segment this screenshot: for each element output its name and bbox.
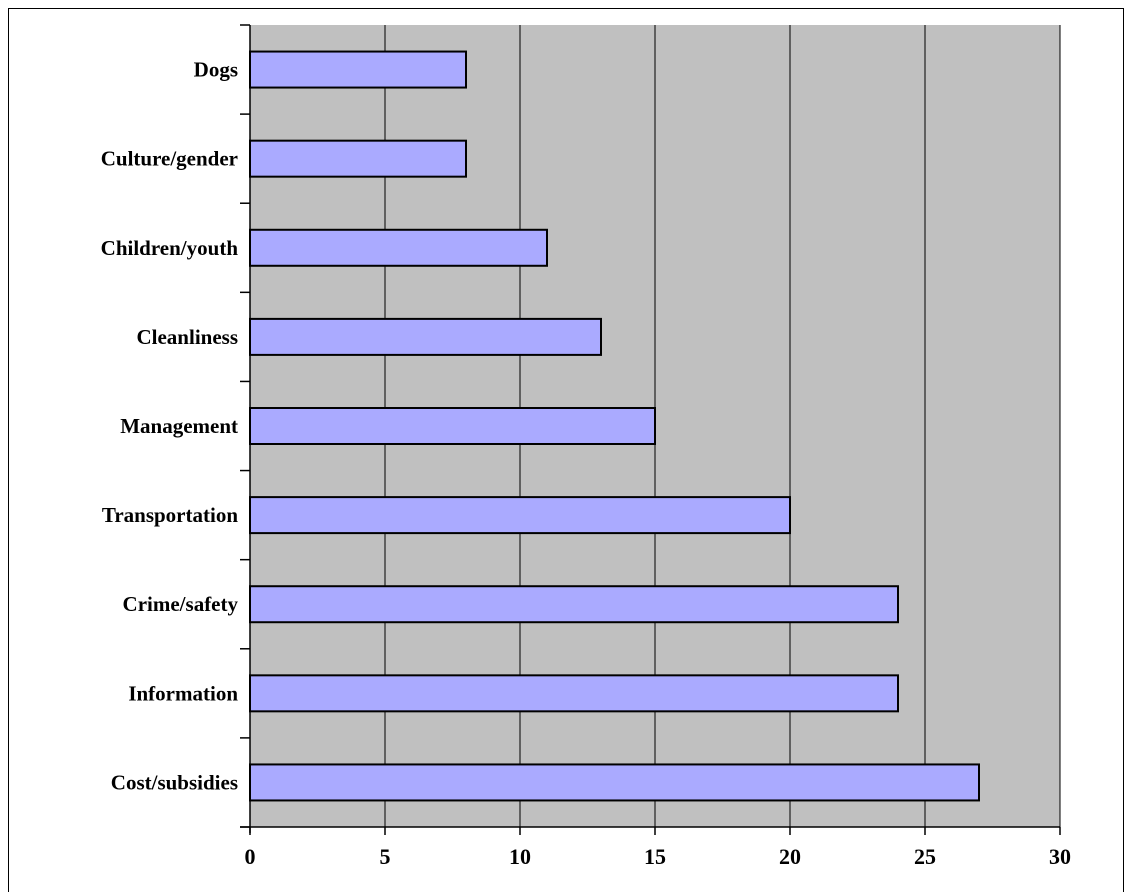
bar bbox=[249, 50, 467, 89]
x-tick-label: 10 bbox=[509, 844, 531, 869]
bar bbox=[249, 496, 791, 535]
category-label: Information bbox=[128, 681, 238, 705]
category-label: Cleanliness bbox=[136, 325, 238, 349]
category-label: Cost/subsidies bbox=[111, 770, 238, 794]
bar bbox=[249, 674, 899, 713]
bar bbox=[249, 317, 602, 356]
category-label: Dogs bbox=[194, 58, 238, 82]
bar bbox=[249, 407, 656, 445]
category-label: Culture/gender bbox=[101, 147, 238, 171]
x-tick-label: 0 bbox=[245, 844, 256, 869]
x-tick-label: 5 bbox=[380, 844, 391, 869]
bar bbox=[249, 585, 899, 624]
bar bbox=[249, 228, 548, 267]
x-tick-label: 20 bbox=[779, 844, 801, 869]
bar bbox=[249, 763, 980, 802]
plot-area: Dogs Culture/gender Children/youth Cleanlin… bbox=[101, 24, 1071, 869]
category-label: Crime/safety bbox=[123, 592, 239, 616]
category-label: Transportation bbox=[102, 503, 238, 527]
x-tick-label: 15 bbox=[644, 844, 666, 869]
category-label: Management bbox=[120, 414, 238, 438]
x-tick-label: 25 bbox=[914, 844, 936, 869]
bar bbox=[249, 139, 467, 178]
category-label: Children/youth bbox=[101, 236, 239, 260]
x-tick-label: 30 bbox=[1049, 844, 1071, 869]
